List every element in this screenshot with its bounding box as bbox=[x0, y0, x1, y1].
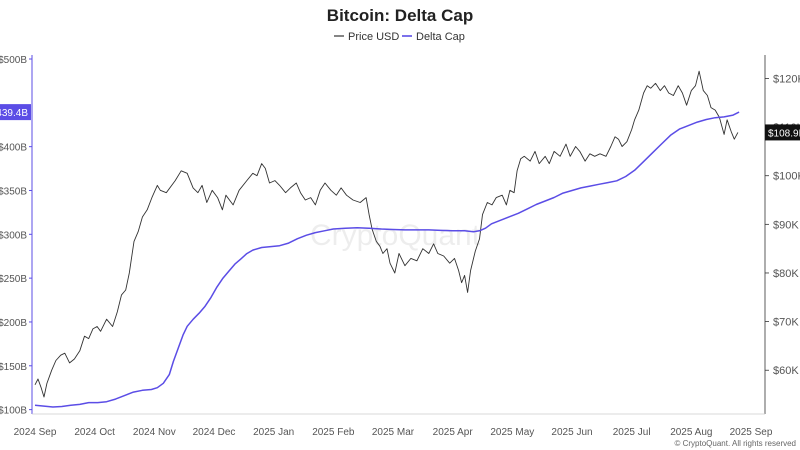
left-tick-label: $300B bbox=[0, 230, 27, 241]
left-value-badge: $439.4B bbox=[0, 104, 31, 121]
left-value-badge-text: $439.4B bbox=[0, 108, 28, 119]
legend-delta-label[interactable]: Delta Cap bbox=[416, 31, 465, 43]
watermark: CryptoQuant bbox=[310, 219, 481, 252]
credit-text: © CryptoQuant. All rights reserved bbox=[675, 439, 797, 448]
right-tick-label: $60K bbox=[773, 365, 799, 377]
legend-price-label[interactable]: Price USD bbox=[348, 31, 399, 43]
right-tick-label: $80K bbox=[773, 268, 799, 280]
x-tick-label: 2024 Dec bbox=[193, 427, 236, 438]
right-tick-label: $120K bbox=[773, 73, 800, 85]
x-tick-label: 2025 Jun bbox=[551, 427, 592, 438]
series-delta-cap-line[interactable] bbox=[34, 111, 740, 408]
right-value-badge-bg bbox=[765, 124, 800, 141]
left-tick-label: $150B bbox=[0, 362, 27, 373]
x-tick-label: 2025 Jan bbox=[253, 427, 294, 438]
legend[interactable]: Price USD Delta Cap bbox=[334, 31, 465, 43]
x-tick-label: 2025 May bbox=[490, 427, 534, 438]
right-value-badge-text: $108.9K bbox=[768, 128, 800, 139]
x-tick-label: 2024 Oct bbox=[74, 427, 115, 438]
x-tick-label: 2025 Mar bbox=[372, 427, 415, 438]
right-value-badge: $108.9K bbox=[765, 124, 800, 141]
x-tick-label: 2024 Nov bbox=[133, 427, 176, 438]
left-tick-label: $350B bbox=[0, 186, 27, 197]
right-tick-label: $70K bbox=[773, 317, 799, 329]
x-tick-label: 2025 Apr bbox=[433, 427, 474, 438]
left-tick-label: $400B bbox=[0, 143, 27, 154]
series-price-usd-line[interactable] bbox=[34, 70, 739, 398]
left-tick-label: $250B bbox=[0, 274, 27, 285]
x-tick-label: 2025 Aug bbox=[670, 427, 712, 438]
x-tick-label: 2025 Feb bbox=[312, 427, 355, 438]
x-tick-label: 2024 Sep bbox=[14, 427, 57, 438]
left-tick-label: $200B bbox=[0, 318, 27, 329]
left-axis-ticks: $500B $400B $350B $300B $250B $200B $150B $100B bbox=[0, 55, 32, 417]
x-tick-label: 2025 Jul bbox=[613, 427, 651, 438]
right-axis-ticks: $120K$110K$100K$90K$80K$70K$60K bbox=[765, 73, 800, 377]
left-tick-label: $500B bbox=[0, 55, 27, 66]
plot-area[interactable] bbox=[34, 70, 740, 408]
right-tick-label: $100K bbox=[773, 171, 800, 183]
left-value-badge-bg bbox=[0, 104, 31, 121]
right-tick-label: $90K bbox=[773, 219, 799, 231]
chart-title: Bitcoin: Delta Cap bbox=[327, 6, 473, 25]
x-axis-ticks: 2024 Sep 2024 Oct 2024 Nov 2024 Dec 2025 Jan… bbox=[14, 427, 773, 438]
left-tick-label: $100B bbox=[0, 406, 27, 417]
x-tick-label: 2025 Sep bbox=[730, 427, 773, 438]
